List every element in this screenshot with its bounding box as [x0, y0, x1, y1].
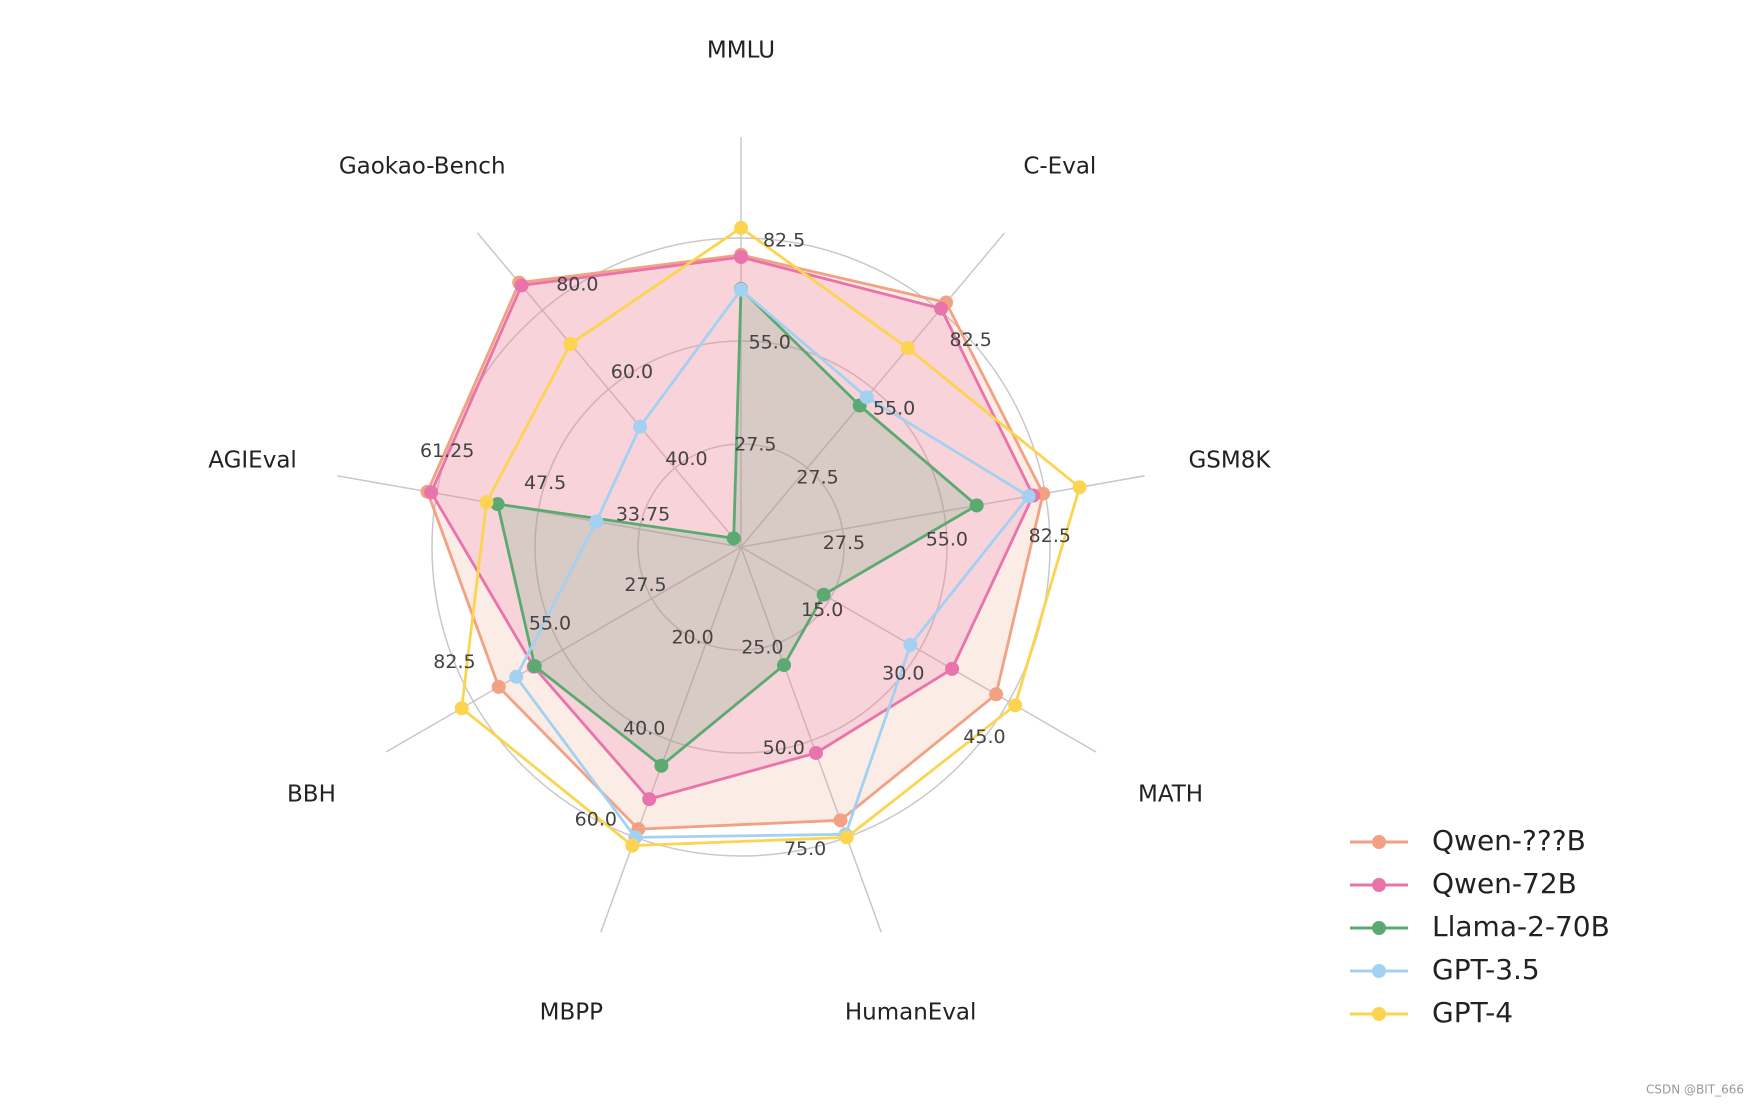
- data-point: [900, 341, 915, 356]
- tick-label: 55.0: [529, 613, 571, 635]
- series-line: [426, 253, 1045, 831]
- data-point: [776, 658, 791, 673]
- data-point: [989, 687, 1004, 702]
- legend-label: GPT-4: [1432, 996, 1513, 1029]
- data-point: [1021, 489, 1036, 504]
- tick-label: 47.5: [524, 472, 566, 494]
- legend-label: Qwen-???B: [1432, 824, 1586, 857]
- legend-label: Qwen-72B: [1432, 867, 1577, 900]
- data-point: [424, 485, 439, 500]
- tick-label: 33.75: [616, 504, 670, 526]
- watermark: CSDN @BIT_666: [1646, 1083, 1744, 1097]
- tick-label: 30.0: [882, 662, 924, 684]
- series-line: [514, 288, 1031, 839]
- data-point: [589, 514, 604, 529]
- tick-label: 61.25: [420, 440, 474, 462]
- tick-label: 15.0: [801, 599, 843, 621]
- legend-label: Llama-2-70B: [1432, 910, 1610, 943]
- data-point: [808, 745, 823, 760]
- data-point: [490, 497, 505, 512]
- legend-label: GPT-3.5: [1432, 953, 1540, 986]
- tick-label: 27.5: [823, 532, 865, 554]
- axis-label: BBH: [287, 782, 336, 808]
- tick-label: 82.5: [763, 230, 805, 252]
- tick-label: 40.0: [623, 717, 665, 739]
- tick-label: 60.0: [575, 808, 617, 830]
- tick-label: 27.5: [796, 467, 838, 489]
- data-point: [726, 531, 741, 546]
- axis-label: Gaokao-Bench: [339, 154, 506, 180]
- legend-marker: [1372, 878, 1386, 892]
- tick-label: 45.0: [963, 726, 1005, 748]
- data-point: [514, 278, 529, 293]
- data-point: [491, 679, 506, 694]
- legend-marker: [1372, 835, 1386, 849]
- tick-label: 82.5: [1029, 525, 1071, 547]
- series: [454, 220, 1087, 853]
- data-point: [454, 701, 469, 716]
- tick-label: 75.0: [784, 838, 826, 860]
- data-point: [859, 390, 874, 405]
- spoke: [740, 232, 1006, 548]
- tick-label: 50.0: [763, 737, 805, 759]
- tick-label: 27.5: [734, 434, 776, 456]
- tick-label: 25.0: [741, 636, 783, 658]
- tick-label: 82.5: [433, 651, 475, 673]
- data-point: [509, 669, 524, 684]
- axis-label: C-Eval: [1023, 154, 1096, 180]
- data-point: [839, 830, 854, 845]
- data-point: [625, 838, 640, 853]
- legend-marker: [1372, 964, 1386, 978]
- tick-label: 80.0: [556, 273, 598, 295]
- series-line: [429, 255, 1035, 801]
- data-point: [945, 661, 960, 676]
- spoke: [740, 546, 882, 933]
- series-line: [496, 287, 979, 768]
- data-point: [654, 758, 669, 773]
- series-line: [460, 226, 1081, 847]
- tick-label: 60.0: [611, 361, 653, 383]
- tick-label: 40.0: [665, 448, 707, 470]
- data-point: [903, 637, 918, 652]
- tick-label: 55.0: [926, 528, 968, 550]
- legend-marker: [1372, 1007, 1386, 1021]
- data-point: [734, 282, 748, 297]
- tick-label: 82.5: [950, 329, 992, 351]
- data-point: [563, 336, 578, 351]
- axis-label: MBPP: [540, 1000, 603, 1026]
- data-point: [734, 250, 748, 265]
- data-point: [1072, 480, 1087, 495]
- data-point: [969, 498, 984, 513]
- data-point: [642, 792, 657, 807]
- legend-marker: [1372, 921, 1386, 935]
- axis-label: HumanEval: [845, 1000, 977, 1026]
- data-point: [527, 659, 542, 674]
- tick-label: 27.5: [624, 574, 666, 596]
- data-point: [633, 419, 648, 434]
- axis-label: MMLU: [707, 38, 775, 64]
- axis-label: AGIEval: [208, 447, 297, 473]
- tick-label: 20.0: [671, 626, 713, 648]
- data-point: [833, 813, 848, 828]
- spoke: [385, 546, 742, 753]
- spoke: [600, 546, 742, 933]
- series-area: [431, 257, 1034, 800]
- data-point: [479, 495, 494, 510]
- spoke: [740, 546, 1097, 753]
- data-point: [1008, 698, 1023, 713]
- axis-label: GSM8K: [1188, 447, 1271, 473]
- axis-label: MATH: [1138, 782, 1203, 808]
- tick-label: 55.0: [749, 332, 791, 354]
- data-point: [816, 587, 831, 602]
- data-point: [734, 220, 748, 235]
- tick-label: 55.0: [873, 398, 915, 420]
- data-point: [934, 301, 949, 316]
